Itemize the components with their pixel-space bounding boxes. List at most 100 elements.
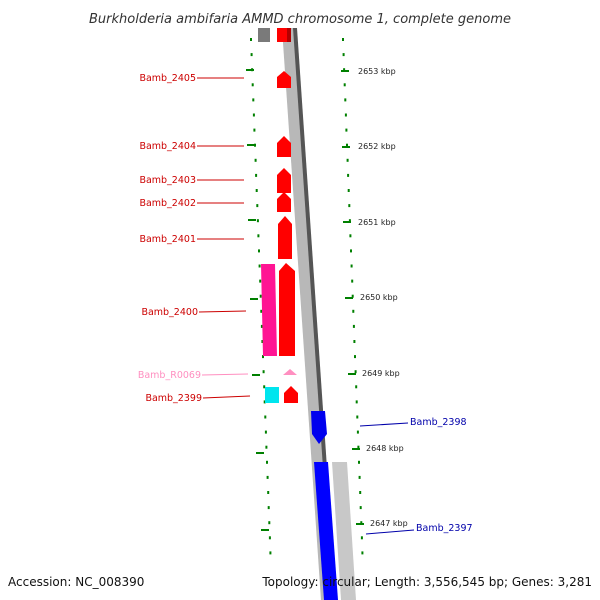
ruler-dot <box>357 445 360 449</box>
ruler-dot <box>350 264 353 268</box>
ruler-dot <box>352 324 355 328</box>
gene-arrow-bamb-2404[interactable] <box>277 136 291 157</box>
gene-features <box>261 28 356 600</box>
gene-arrow-bamb-2400[interactable] <box>279 263 295 356</box>
ruler-dot <box>354 370 357 374</box>
ruler-dot <box>266 475 269 479</box>
ruler-dot <box>256 204 259 208</box>
ruler-dot <box>356 430 359 434</box>
topology-label: Topology: circular; Length: 3,556,545 bp… <box>261 575 592 589</box>
ruler-dot <box>262 370 265 374</box>
ruler-dot <box>263 400 266 404</box>
ruler-dot <box>346 158 349 162</box>
gene-arrow-bamb-2402[interactable] <box>277 192 291 212</box>
ruler-dot <box>355 385 358 389</box>
ruler-dot <box>361 551 364 555</box>
ruler-dot <box>264 430 267 434</box>
ruler-dot <box>351 279 354 283</box>
ruler-dot <box>258 264 261 268</box>
gene-label[interactable]: Bamb_2397 <box>416 523 473 534</box>
gene-label[interactable]: Bamb_2402 <box>139 198 196 209</box>
kbp-labels: 2653 kbp 2652 kbp 2651 kbp 2650 kbp 2649… <box>358 67 408 528</box>
gene-arrow-bamb-2399[interactable] <box>284 386 298 403</box>
rna-arrow-bamb-r0069[interactable] <box>283 369 297 375</box>
ruler-dot <box>352 309 355 313</box>
ruler-dot <box>266 460 268 464</box>
ruler-dot <box>359 491 362 494</box>
ruler-dot <box>259 279 262 283</box>
ruler-dot <box>351 294 354 298</box>
ruler-dot <box>349 234 352 238</box>
ruler-dot <box>355 400 358 404</box>
leader-lines <box>197 77 415 535</box>
gene-arrow-bamb-2405[interactable] <box>277 71 291 88</box>
gene-arrow-bamb-2403[interactable] <box>277 168 291 193</box>
ruler-dot <box>342 38 344 41</box>
ruler-dot <box>356 415 359 419</box>
kbp-label: 2652 kbp <box>358 142 396 151</box>
ruler-dot <box>260 324 263 328</box>
ruler-dot <box>344 98 347 102</box>
kbp-label: 2650 kbp <box>360 293 398 302</box>
map-title: Burkholderia ambifaria AMMD chromosome 1… <box>89 12 511 27</box>
gene-label[interactable]: Bamb_2398 <box>410 417 467 428</box>
rna-feature-bamb-2400[interactable] <box>261 264 277 356</box>
kbp-label: 2651 kbp <box>358 218 396 227</box>
ruler-dot <box>257 234 260 238</box>
gene-label[interactable]: Bamb_R0069 <box>138 370 201 381</box>
kbp-label: 2653 kbp <box>358 67 396 76</box>
kbp-label: 2649 kbp <box>362 369 400 378</box>
gene-labels: Bamb_2405 Bamb_2404 Bamb_2403 Bamb_2402 … <box>138 73 473 534</box>
ruler-dot <box>255 189 258 192</box>
gene-label[interactable]: Bamb_2404 <box>139 141 196 152</box>
ruler-dot <box>347 189 350 192</box>
ruler-dot <box>359 506 362 510</box>
ruler-dot <box>358 475 361 479</box>
ruler-dot <box>258 249 260 253</box>
kbp-label: 2648 kbp <box>366 444 404 453</box>
ruler-dot <box>268 536 271 540</box>
feature-cyan[interactable] <box>265 387 279 403</box>
ruler-dot <box>252 113 255 117</box>
ruler-dot <box>346 143 348 147</box>
ruler-dot <box>360 521 363 525</box>
ruler-dot <box>265 445 268 449</box>
ruler-dot <box>252 98 255 102</box>
ruler-dot <box>268 521 271 525</box>
ruler-dot <box>254 158 257 162</box>
ruler-dot <box>345 128 348 132</box>
gene-arrow-bamb-2398[interactable] <box>311 411 327 444</box>
ruler-dot <box>348 219 351 223</box>
gene-arrow-bamb-2397[interactable] <box>314 462 338 600</box>
ruler-dot <box>344 113 347 117</box>
gene-label[interactable]: Bamb_2403 <box>139 175 196 186</box>
ruler-dot <box>264 415 267 419</box>
ruler-dot <box>259 294 262 298</box>
ruler-dot <box>256 219 259 223</box>
ruler-dot <box>250 38 252 41</box>
major-ticks <box>246 69 364 531</box>
accession-label: Accession: NC_008390 <box>8 575 144 589</box>
ruler-dot <box>267 506 270 510</box>
ruler-dot <box>262 355 264 359</box>
gene-arrow-bamb-2401[interactable] <box>278 216 292 259</box>
ruler-dot <box>343 83 346 87</box>
ruler-dot <box>255 173 258 177</box>
ruler-dot <box>342 53 345 57</box>
gene-label[interactable]: Bamb_2399 <box>145 393 202 404</box>
ruler-dot <box>348 204 351 208</box>
ruler-dot <box>269 551 272 555</box>
gene-label[interactable]: Bamb_2400 <box>141 307 198 318</box>
ruler-dot <box>360 536 363 540</box>
ruler-dot <box>343 68 346 72</box>
ruler-dot <box>358 460 360 464</box>
ruler-dot <box>354 355 356 359</box>
ruler-dot <box>253 128 256 132</box>
kbp-label: 2647 kbp <box>370 519 408 528</box>
ruler-dot <box>267 491 270 494</box>
gene-label[interactable]: Bamb_2401 <box>139 234 196 245</box>
gene-label[interactable]: Bamb_2405 <box>139 73 196 84</box>
ruler-dot <box>260 309 263 313</box>
